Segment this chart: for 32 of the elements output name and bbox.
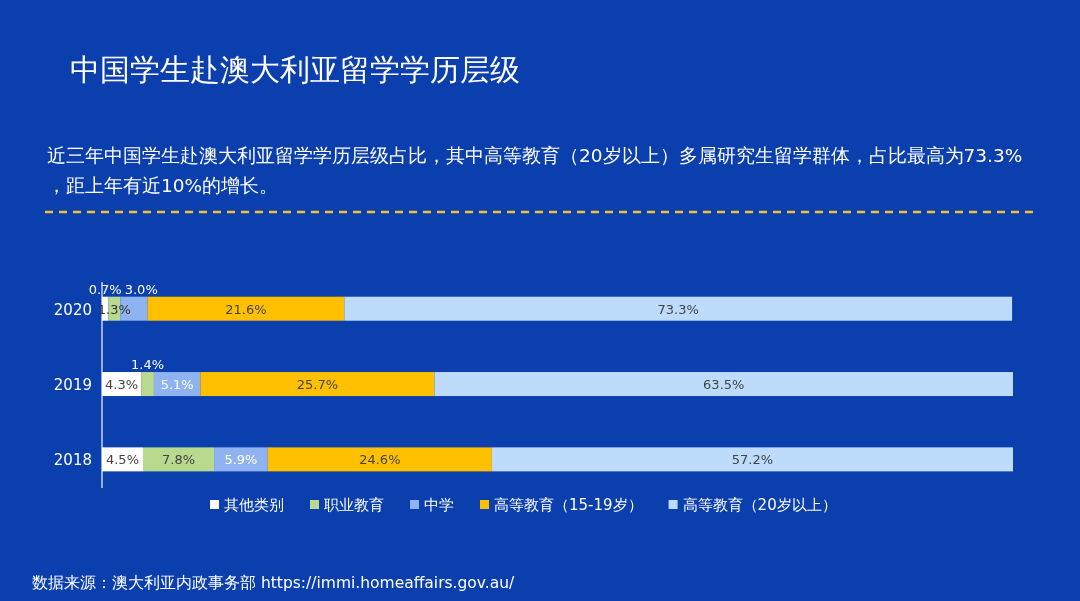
data-label: 25.7% [296,377,339,393]
data-label: 5.1% [160,377,194,393]
legend-label: 职业教育 [324,496,384,514]
data-label: 21.6% [225,301,267,317]
data-label: 5.9% [224,452,258,468]
bar [143,447,215,472]
bar [267,447,492,472]
source-note: 数据来源：澳大利亚内政事务部 https://immi.homeaffairs.gov.au/ [32,574,516,592]
legend-label: 高等教育（15-19岁） [494,496,643,514]
bar [491,447,1013,472]
y-tick-label: 2020 [53,300,92,319]
legend-label: 其他类别 [224,496,284,514]
data-label: 7.8% [162,452,196,468]
data-label: 4.3% [105,377,139,393]
data-label: 73.3% [657,301,699,317]
chart-subtitle: 近三年中国学生赴澳大利亚留学学历层级占比，其中高等教育（20岁以上）多属研究生留学群体，占比最高为73.3%，距上年有近10%的增长。 [47,145,1023,196]
data-label: 63.5% [703,377,745,393]
bar [344,296,1013,321]
data-label: 57.2% [731,452,774,468]
data-label: 4.5% [105,452,140,468]
legend-label: 高等教育（20岁以上） [682,496,837,514]
bar [434,372,1013,397]
bar [147,296,345,321]
data-label: 1.4% [131,357,165,373]
y-tick-label: 2018 [53,451,92,470]
chart-title: 中国学生赴澳大利亚留学学历层级 [70,52,520,87]
data-label: 24.6% [359,452,401,468]
bar [200,372,435,397]
data-label: 3.0% [124,281,158,297]
y-tick-label: 2019 [53,376,92,395]
legend-label: 中学 [424,496,454,514]
bar [141,372,154,397]
